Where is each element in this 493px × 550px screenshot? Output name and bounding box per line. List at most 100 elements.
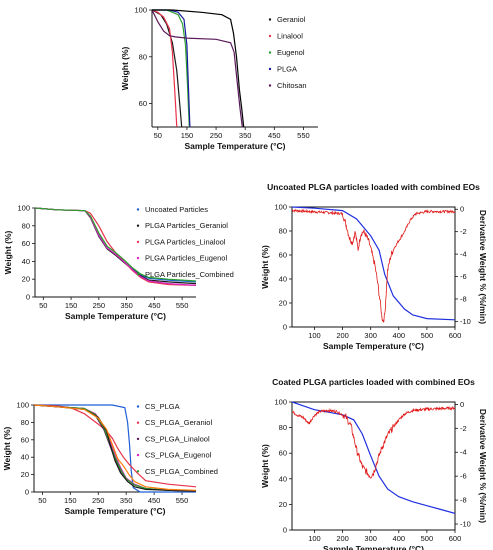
y-tick-label: 20 bbox=[21, 470, 29, 479]
legend-label: PLGA Particles_Geraniol bbox=[145, 221, 228, 230]
x-tick-label: 150 bbox=[65, 301, 78, 310]
y-tick-label: 20 bbox=[279, 500, 287, 509]
x-tick-label: 350 bbox=[120, 301, 133, 310]
series-line bbox=[292, 401, 455, 514]
legend-marker bbox=[136, 453, 140, 457]
y2-tick-label: -2 bbox=[460, 424, 467, 433]
x-axis-label: Sample Temperature (°C) bbox=[323, 341, 424, 351]
legend-label: PLGA bbox=[277, 65, 297, 74]
x-tick-label: 450 bbox=[148, 496, 161, 505]
y-tick-label: 0 bbox=[283, 323, 287, 332]
x-tick-label: 100 bbox=[308, 331, 321, 340]
x-axis-label: Sample Temperature (°C) bbox=[184, 141, 285, 151]
y-tick-label: 0 bbox=[25, 488, 29, 497]
legend-label: Geraniol bbox=[277, 15, 306, 24]
chart-title: Coated PLGA particles loaded with combin… bbox=[272, 377, 475, 387]
y2-tick-label: -6 bbox=[460, 472, 467, 481]
x-tick-label: 550 bbox=[176, 301, 189, 310]
legend-marker bbox=[136, 273, 140, 276]
y-tick-label: 60 bbox=[279, 449, 287, 458]
y-tick-label: 40 bbox=[21, 453, 29, 462]
y2-tick-label: 0 bbox=[460, 205, 464, 214]
series-line bbox=[152, 9, 243, 128]
y-tick-label: 80 bbox=[279, 227, 287, 236]
x-tick-label: 500 bbox=[421, 534, 434, 543]
legend-marker bbox=[136, 256, 140, 260]
x-tick-label: 550 bbox=[297, 131, 310, 140]
legend-marker bbox=[136, 437, 140, 441]
x-axis-label: Sample Temperature (°C) bbox=[64, 506, 165, 516]
y-axis-label: Weight (%) bbox=[2, 426, 12, 470]
y-tick-label: 100 bbox=[274, 203, 287, 212]
legend-label: PLGA Particles_Linalool bbox=[145, 237, 226, 246]
series-line bbox=[35, 207, 196, 282]
legend-label: CS_PLGA_Eugenol bbox=[145, 451, 212, 460]
legend-label: PLGA Particles_Combined bbox=[145, 270, 234, 279]
legend-label: Uncoated Particles bbox=[145, 205, 208, 214]
y-tick-label: 40 bbox=[22, 257, 30, 266]
series-line bbox=[152, 9, 190, 128]
x-tick-label: 50 bbox=[39, 301, 47, 310]
x-axis-label: Sample Temperature (°C) bbox=[65, 311, 166, 321]
chart-pure-compounds-tga: 50 150 250 350 450 550 60 80 100 Sample Temperatu… bbox=[120, 6, 318, 151]
x-tick-label: 600 bbox=[449, 534, 462, 543]
chart-title: Uncoated PLGA particles loaded with comb… bbox=[267, 182, 480, 192]
legend-marker bbox=[268, 67, 272, 71]
x-tick-label: 400 bbox=[393, 534, 406, 543]
y-tick-label: 80 bbox=[21, 418, 29, 427]
legend-marker bbox=[268, 51, 272, 54]
y-tick-label: 60 bbox=[22, 239, 30, 248]
legend-marker bbox=[268, 18, 272, 21]
y-tick-label: 100 bbox=[274, 398, 287, 407]
y-tick-label: 100 bbox=[17, 204, 30, 213]
plot-frame bbox=[291, 401, 456, 531]
legend-marker bbox=[136, 240, 140, 244]
x-tick-label: 550 bbox=[176, 496, 189, 505]
x-tick-label: 400 bbox=[393, 331, 406, 340]
y2-tick-label: -4 bbox=[460, 448, 467, 457]
x-tick-label: 200 bbox=[336, 331, 349, 340]
legend-marker bbox=[136, 470, 140, 473]
legend-label: PLGA Particles_Eugenol bbox=[145, 254, 227, 263]
x-tick-label: 150 bbox=[64, 496, 77, 505]
legend-label: CS_PLGA_Linalool bbox=[145, 434, 210, 443]
y-tick-label: 0 bbox=[283, 526, 287, 535]
legend-marker bbox=[268, 84, 272, 87]
legend-label: Linalool bbox=[277, 32, 303, 41]
plot-frame bbox=[291, 206, 456, 328]
y2-tick-label: -10 bbox=[460, 317, 471, 326]
y-tick-label: 40 bbox=[279, 275, 287, 284]
x-tick-label: 100 bbox=[308, 534, 321, 543]
y-tick-label: 60 bbox=[21, 435, 29, 444]
series-line bbox=[152, 9, 191, 128]
y-tick-label: 40 bbox=[279, 474, 287, 483]
x-tick-label: 350 bbox=[239, 131, 252, 140]
y2-tick-label: 0 bbox=[460, 400, 464, 409]
series-line bbox=[34, 404, 196, 492]
y-tick-label: 0 bbox=[26, 293, 30, 302]
y2-axis-label: Derivative Weight % (%/min) bbox=[478, 409, 488, 523]
series-line bbox=[152, 9, 245, 128]
series-line bbox=[34, 404, 196, 491]
y-axis-label: Weight (%) bbox=[120, 46, 130, 90]
y-axis-label: Weight (%) bbox=[260, 444, 270, 488]
legend-label: CS_PLGA bbox=[145, 402, 180, 411]
x-tick-label: 200 bbox=[336, 534, 349, 543]
y2-tick-label: -4 bbox=[460, 250, 467, 259]
x-tick-label: 150 bbox=[181, 131, 194, 140]
x-tick-label: 500 bbox=[421, 331, 434, 340]
legend-label: CS_PLGA_Combined bbox=[145, 467, 218, 476]
y-tick-label: 20 bbox=[22, 275, 30, 284]
x-tick-label: 450 bbox=[148, 301, 161, 310]
y-tick-label: 60 bbox=[139, 99, 147, 108]
chart-uncoated-combined-dtg: 100 200 300 400 500 600 0 20 40 60 80 100 0 -2 -4 -6 -8 -… bbox=[260, 182, 488, 351]
x-axis-label: Sample Temperature (°C) bbox=[323, 544, 424, 550]
y2-tick-label: -8 bbox=[460, 294, 467, 303]
legend-marker bbox=[268, 34, 272, 38]
y-tick-label: 100 bbox=[16, 401, 29, 410]
legend-marker bbox=[136, 208, 140, 211]
legend-marker bbox=[136, 421, 140, 424]
series-line bbox=[152, 9, 183, 128]
y2-tick-label: -10 bbox=[460, 520, 471, 529]
